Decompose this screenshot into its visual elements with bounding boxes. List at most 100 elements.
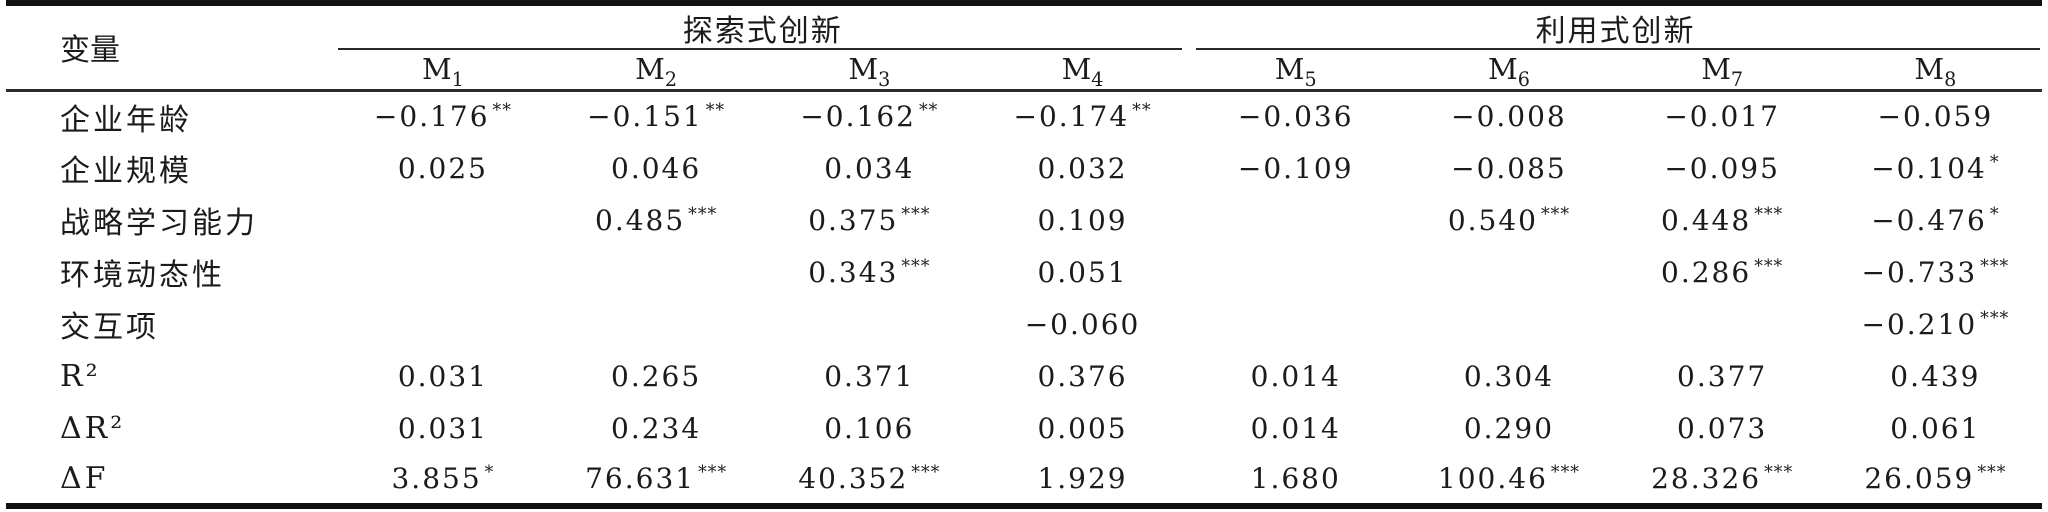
value-cell: −0.176 **	[373, 100, 512, 134]
value-cell: 0.540 ***	[1447, 203, 1571, 237]
model-header-row: M1 M2 M3 M4 M5 M6 M7 M8	[6, 50, 2042, 92]
value-cell: 0.031	[397, 359, 488, 393]
table-row: R² 0.031 0.265 0.371 0.376 0.014 0.304 0.377 0.4…	[6, 350, 2042, 402]
value-cell: 0.375 ***	[808, 203, 931, 237]
table-row: 企业年龄 −0.176 ** −0.151 ** −0.162 ** −0.174 ** −0.0…	[6, 90, 2042, 142]
group-header-exploratory-innovation: 探索式创新	[336, 3, 1189, 50]
value-cell	[336, 246, 549, 298]
significance-stars: ***	[1754, 256, 1784, 277]
significance-stars: ***	[1550, 463, 1580, 483]
row-label: 交互项	[60, 310, 159, 345]
table-row: ΔF 3.855 * 76.631 *** 40.352 *** 1.929 1.680 100.…	[6, 454, 2042, 506]
value-cell	[550, 246, 763, 298]
group-header-row: 变量 探索式创新 利用式创新	[6, 3, 2042, 92]
row-label: ΔR²	[60, 410, 126, 446]
value-cell	[1402, 246, 1615, 298]
group-underline	[1196, 48, 2040, 50]
significance-stars: *	[1989, 152, 2000, 173]
value-cell: 0.061	[1890, 411, 1981, 445]
model-subscript: 7	[1730, 68, 1744, 92]
model-header: M2	[549, 50, 763, 92]
value-cell	[1189, 246, 1402, 298]
row-label: R²	[60, 358, 101, 394]
value-cell: 0.286 ***	[1661, 255, 1784, 289]
table-header: 变量 探索式创新 利用式创新 M1 M2 M3 M4 M5 M6 M7 M8	[6, 3, 2042, 92]
value-cell	[1402, 298, 1615, 350]
value-cell: 0.014	[1250, 411, 1341, 445]
value-cell: 0.106	[824, 411, 915, 445]
significance-stars: **	[492, 101, 512, 122]
significance-stars: ***	[1540, 204, 1571, 225]
value-cell: 26.059 ***	[1864, 462, 2007, 495]
value-cell: −0.109	[1237, 151, 1354, 185]
significance-stars: *	[484, 463, 495, 483]
value-cell: 0.371	[824, 359, 915, 393]
significance-stars: ***	[901, 204, 931, 225]
model-header: M5	[1189, 50, 1403, 92]
model-subscript: 6	[1517, 68, 1530, 92]
value-cell: 0.343 ***	[808, 255, 931, 289]
value-cell: 0.265	[611, 359, 702, 393]
value-cell	[1189, 194, 1402, 246]
value-cell: −0.733 ***	[1861, 255, 2010, 289]
significance-stars: ***	[1754, 204, 1784, 225]
significance-stars: ***	[1764, 463, 1794, 483]
value-cell	[336, 298, 549, 350]
table-row: ΔR² 0.031 0.234 0.106 0.005 0.014 0.290 0.073 0.…	[6, 402, 2042, 454]
table-row: 战略学习能力 0.485 *** 0.375 *** 0.109 0.540 *** 0.448…	[6, 194, 2042, 246]
value-cell: 0.439	[1890, 359, 1981, 393]
value-cell: 0.025	[397, 151, 488, 185]
significance-stars: ***	[901, 256, 931, 277]
value-cell: −0.210 ***	[1861, 307, 2010, 341]
row-label: 战略学习能力	[60, 206, 258, 241]
row-label: 环境动态性	[60, 258, 225, 293]
significance-stars: ***	[911, 463, 941, 483]
value-cell: 0.014	[1250, 359, 1341, 393]
value-cell: −0.151 **	[587, 100, 726, 134]
model-subscript: 2	[664, 68, 678, 92]
value-cell: −0.008	[1451, 100, 1567, 134]
table-body: 企业年龄 −0.176 ** −0.151 ** −0.162 ** −0.174 ** −0.0…	[6, 90, 2042, 506]
value-cell: 0.034	[824, 151, 915, 185]
value-cell: −0.104 *	[1871, 151, 2000, 185]
table-row: 环境动态性 0.343 *** 0.051 0.286 *** −0.733 ***	[6, 246, 2042, 298]
value-cell: 0.032	[1037, 151, 1128, 185]
significance-stars: ***	[698, 463, 728, 483]
value-cell: 0.051	[1037, 255, 1128, 289]
value-cell: 40.352 ***	[798, 462, 941, 495]
significance-stars: ***	[1977, 463, 2007, 483]
value-cell: 0.005	[1037, 411, 1128, 445]
significance-stars: ***	[688, 204, 718, 225]
model-subscript: 8	[1944, 68, 1957, 92]
value-cell	[336, 194, 549, 246]
group-header-exploitative-innovation: 利用式创新	[1189, 3, 2042, 50]
value-cell: −0.174 **	[1013, 100, 1152, 134]
model-subscript: 1	[451, 68, 464, 92]
row-label: 企业年龄	[60, 102, 192, 138]
model-header: M7	[1615, 50, 1829, 92]
significance-stars: ***	[1980, 308, 2010, 329]
variable-column-header: 变量	[6, 3, 337, 92]
model-header: M4	[975, 50, 1190, 92]
value-cell: 0.304	[1463, 359, 1555, 393]
value-cell: 1.929	[1037, 462, 1128, 495]
significance-stars: **	[918, 101, 939, 122]
regression-table: 变量 探索式创新 利用式创新 M1 M2 M3 M4 M5 M6 M7 M8 企业年龄 −0.1…	[6, 0, 2042, 509]
group-underline	[338, 48, 1183, 50]
value-cell: 0.109	[1037, 203, 1128, 237]
value-cell: 0.485 ***	[595, 203, 718, 237]
value-cell: −0.017	[1664, 100, 1780, 134]
value-cell	[550, 298, 763, 350]
value-cell: 0.031	[397, 411, 488, 445]
row-label: ΔF	[60, 461, 109, 496]
model-subscript: 3	[878, 68, 891, 92]
significance-stars: **	[705, 101, 726, 122]
value-cell: 0.234	[611, 411, 702, 445]
model-header: M8	[1828, 50, 2042, 92]
value-cell: −0.060	[1024, 307, 1141, 341]
value-cell: 1.680	[1250, 462, 1341, 495]
value-cell	[1616, 298, 1829, 350]
value-cell: 0.448 ***	[1661, 203, 1784, 237]
value-cell: 0.377	[1677, 359, 1768, 393]
